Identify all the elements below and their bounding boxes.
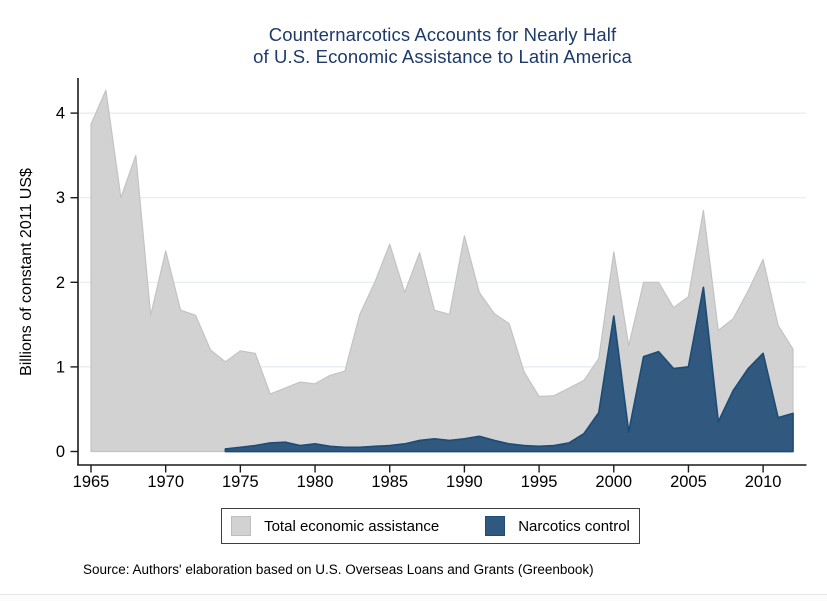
y-axis-ticks: 0 1 2 3 4 <box>56 105 78 461</box>
chart-title: Counternarcotics Accounts for Nearly Hal… <box>58 24 827 68</box>
source-note: Source: Authors' elaboration based on U.… <box>83 562 594 577</box>
y-tick-label: 4 <box>56 105 65 123</box>
x-tick-label: 1975 <box>222 473 259 491</box>
x-tick-label: 1980 <box>297 473 334 491</box>
legend-label-total-assistance: Total economic assistance <box>264 517 440 535</box>
chart-svg: 0 1 2 3 4 1965 1970 1975 1980 1985 1990 1995 2000 200… <box>56 78 807 491</box>
x-tick-label: 1970 <box>147 473 184 491</box>
chart-title-line1: Counternarcotics Accounts for Nearly Hal… <box>268 24 617 45</box>
x-tick-label: 1990 <box>446 473 483 491</box>
legend-swatch-narcotics-control <box>485 516 506 536</box>
narcotics-control-area <box>224 286 794 453</box>
legend-label-narcotics-control: Narcotics control <box>518 517 630 535</box>
y-tick-label: 2 <box>56 274 65 292</box>
window-bottom-strip <box>0 594 827 601</box>
y-axis-title: Billions of constant 2011 US$ <box>18 168 35 376</box>
legend-item-total-assistance: Total economic assistance <box>231 516 439 536</box>
x-tick-label: 1985 <box>371 473 408 491</box>
y-tick-label: 3 <box>56 189 65 207</box>
x-axis-ticks: 1965 1970 1975 1980 1985 1990 1995 2000 2005 2010 <box>73 465 782 491</box>
chart-title-line2: of U.S. Economic Assistance to Latin Ame… <box>253 46 632 67</box>
y-tick-label: 1 <box>56 358 65 376</box>
axes <box>77 78 807 466</box>
legend: Total economic assistance Narcotics cont… <box>221 508 640 544</box>
x-tick-label: 1965 <box>73 473 110 491</box>
x-tick-label: 2010 <box>745 473 782 491</box>
x-tick-label: 2000 <box>595 473 632 491</box>
x-tick-label: 2005 <box>670 473 707 491</box>
y-tick-label: 0 <box>56 443 65 461</box>
legend-item-narcotics-control: Narcotics control <box>485 516 630 536</box>
x-tick-label: 1995 <box>521 473 558 491</box>
legend-swatch-total-assistance <box>231 516 252 536</box>
